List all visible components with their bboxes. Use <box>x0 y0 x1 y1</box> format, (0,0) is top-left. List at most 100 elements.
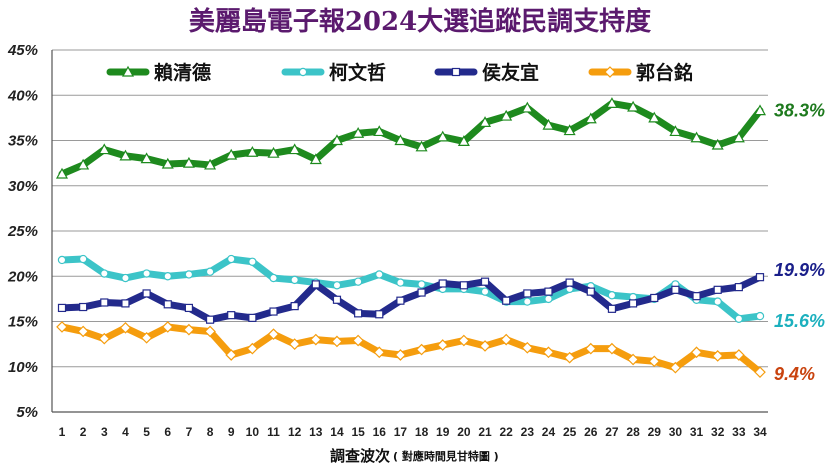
x-tick-label: 22 <box>500 425 514 439</box>
data-point-marker <box>309 333 322 346</box>
data-point-marker <box>584 112 597 124</box>
data-point-marker <box>77 158 90 170</box>
data-point-marker <box>78 254 88 264</box>
data-point-marker <box>671 285 680 294</box>
end-value-label: 9.4% <box>774 364 815 384</box>
x-tick-label: 2 <box>80 425 87 439</box>
data-point-marker <box>98 143 111 155</box>
data-point-marker <box>755 311 765 321</box>
end-value-label: 15.6% <box>774 311 825 331</box>
x-tick-label: 21 <box>478 425 492 439</box>
data-point-marker <box>480 287 490 296</box>
data-point-marker <box>205 315 215 324</box>
data-point-marker <box>352 127 365 138</box>
y-tick-label: 30% <box>8 178 38 195</box>
x-tick-label: 14 <box>330 425 344 439</box>
data-point-marker <box>288 338 301 350</box>
x-tick-label: 27 <box>605 425 619 439</box>
data-point-marker <box>182 156 195 168</box>
data-point-marker <box>713 297 722 306</box>
data-point-marker <box>227 254 236 264</box>
data-point-marker <box>436 339 449 351</box>
x-tick-label: 15 <box>351 425 365 439</box>
y-tick-label: 15% <box>8 314 38 331</box>
data-point-marker <box>459 281 468 290</box>
data-point-marker <box>542 346 555 359</box>
data-point-marker <box>627 353 639 366</box>
data-point-marker <box>56 321 68 333</box>
data-point-marker <box>396 296 405 305</box>
legend-label: 侯友宜 <box>482 61 539 84</box>
data-point-marker <box>205 267 215 276</box>
x-axis-label: 調查波次 <box>330 447 390 465</box>
series-2 <box>57 254 765 323</box>
x-axis-ticks: 1 2 3 4 5 6 7 8 9 10 11 12 13 14 15 16 17 18 19 20 21 22 23 24 2… <box>59 425 767 439</box>
data-point-marker <box>100 298 109 307</box>
gridlines <box>51 49 768 413</box>
data-point-marker <box>586 287 595 296</box>
data-point-marker <box>246 146 259 157</box>
data-point-marker <box>140 152 153 164</box>
data-point-marker <box>354 309 363 318</box>
data-point-marker <box>754 366 766 379</box>
series-group <box>55 97 767 379</box>
x-tick-label: 10 <box>246 425 260 439</box>
data-point-marker <box>373 125 386 137</box>
data-point-marker <box>480 277 490 286</box>
data-point-marker <box>502 296 511 305</box>
x-tick-label: 23 <box>521 425 535 439</box>
y-tick-label: 45% <box>7 42 38 59</box>
x-tick-label: 25 <box>563 425 577 439</box>
data-point-marker <box>650 293 659 303</box>
data-point-marker <box>605 97 618 108</box>
x-tick-label: 24 <box>542 425 556 439</box>
data-point-marker <box>753 104 767 116</box>
data-point-marker <box>288 143 301 155</box>
legend-item-3: 侯友宜 <box>434 61 539 84</box>
data-point-marker <box>713 285 722 294</box>
data-point-marker <box>375 310 384 319</box>
data-point-marker <box>732 349 745 361</box>
data-point-marker <box>563 351 576 364</box>
x-tick-label: 28 <box>626 425 640 439</box>
legend-label: 賴清德 <box>154 61 211 84</box>
data-point-marker <box>500 333 513 346</box>
series-line <box>58 99 764 178</box>
data-point-marker <box>142 289 151 298</box>
data-point-marker <box>225 148 238 160</box>
x-tick-label: 4 <box>122 425 129 439</box>
y-tick-label: 25% <box>7 223 38 240</box>
data-point-marker <box>606 342 618 355</box>
data-point-marker <box>246 342 259 355</box>
x-tick-label: 5 <box>143 425 150 439</box>
data-point-marker <box>479 340 491 352</box>
data-point-marker <box>225 349 238 361</box>
x-tick-label: 13 <box>309 425 323 439</box>
data-point-marker <box>353 277 363 286</box>
x-tick-label: 1 <box>59 425 66 439</box>
data-point-marker <box>607 291 617 300</box>
data-point-marker <box>57 303 67 313</box>
end-value-label: 38.3% <box>774 101 825 121</box>
series-4 <box>56 321 766 379</box>
data-point-marker <box>55 167 69 179</box>
data-point-marker <box>417 280 426 289</box>
x-tick-label: 12 <box>288 425 302 439</box>
data-point-marker <box>417 288 426 297</box>
x-tick-label: 6 <box>164 425 171 439</box>
data-point-marker <box>121 273 130 283</box>
data-point-marker <box>711 138 724 150</box>
data-point-marker <box>521 341 534 354</box>
data-point-marker <box>627 100 640 112</box>
legend-item-4: 郭台銘 <box>588 61 693 84</box>
x-tick-label: 3 <box>101 425 108 439</box>
data-point-marker <box>669 125 682 137</box>
data-point-marker <box>396 278 405 287</box>
series-line <box>58 255 764 323</box>
data-point-marker <box>690 131 703 143</box>
data-point-marker <box>436 130 449 142</box>
data-point-marker <box>331 335 343 348</box>
series-line <box>58 323 764 376</box>
data-point-marker <box>628 299 638 308</box>
